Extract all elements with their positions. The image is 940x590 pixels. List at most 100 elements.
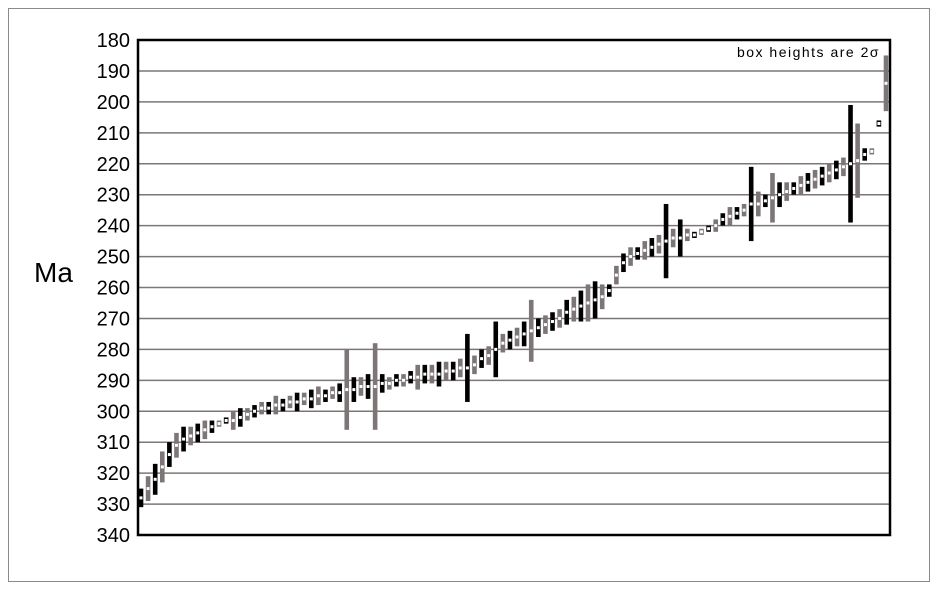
y-tick-label: 280 [97,339,130,361]
age-center-marker [572,307,576,311]
annotation: box heights are 2σ [737,44,880,60]
age-center-marker [338,391,342,395]
age-center-marker [707,227,711,231]
age-center-marker [685,233,689,237]
age-center-marker [288,400,292,404]
age-center-marker [260,406,264,410]
y-tick-label: 340 [97,525,130,547]
y-tick-label: 220 [97,154,130,176]
age-center-marker [302,397,306,401]
age-center-marker [394,378,398,382]
y-tick-label: 260 [97,278,130,300]
age-center-marker [770,196,774,200]
age-center-marker [551,320,555,324]
age-center-marker [196,431,200,435]
age-center-marker [792,187,796,190]
age-center-marker [472,363,476,367]
age-center-marker [607,289,611,293]
age-center-marker [735,211,739,215]
gridlines [138,39,890,536]
age-center-marker [600,295,604,299]
age-center-marker [494,347,498,351]
age-center-marker [309,397,313,401]
chart-border [8,8,930,582]
age-center-marker [785,190,789,194]
age-center-marker [423,372,427,376]
y-tick-label: 200 [97,92,130,114]
age-center-marker [416,375,420,379]
age-center-marker [579,304,583,308]
age-center-marker [153,477,157,481]
y-tick-label: 250 [97,247,130,269]
y-tick-label: 300 [97,401,130,423]
age-center-marker [281,403,285,407]
age-center-marker [458,366,462,370]
age-center-marker [877,122,881,126]
y-tick-label: 320 [97,463,130,485]
age-center-marker [742,208,746,212]
age-center-marker [437,372,441,376]
age-center-marker [621,261,625,265]
age-center-marker [217,422,221,426]
age-center-marker [515,335,519,339]
age-center-marker [643,248,647,252]
age-center-marker [834,168,838,172]
age-center-marker [331,391,335,395]
age-center-marker [522,332,526,336]
y-tick-label: 330 [97,494,130,516]
age-center-marker [480,357,484,361]
y-axis-label: Ma [34,257,73,288]
age-center-marker [508,338,512,342]
age-center-marker [806,180,810,184]
y-tick-label: 180 [97,30,130,52]
age-center-marker [316,394,320,398]
age-center-marker [565,310,569,314]
y-tick-label: 190 [97,61,130,83]
age-center-marker [692,233,696,237]
y-tick-label: 270 [97,308,130,330]
y-tick-label: 230 [97,185,130,207]
age-center-marker [543,323,547,327]
age-center-marker [139,496,143,500]
y-tick-label: 290 [97,370,130,392]
age-center-marker [870,149,874,153]
age-center-marker [267,406,271,410]
age-center-marker [763,199,767,203]
age-center-marker [841,165,845,169]
age-center-marker [167,453,171,457]
age-center-marker [451,369,455,373]
age-center-marker [359,385,363,388]
age-center-marker [323,394,327,398]
age-center-marker [749,202,753,206]
age-center-marker [387,381,391,385]
age-center-marker [402,378,406,382]
age-center-marker [465,366,469,370]
age-center-marker [224,419,228,423]
age-center-marker [629,255,633,259]
age-center-marker [380,381,384,385]
age-center-marker [245,412,249,416]
y-tick-labels: 180 190 200 210 220 230 240 250 260 270 280 290 300 3… [97,30,130,547]
y-tick-label: 210 [97,123,130,145]
age-center-marker [366,385,370,388]
age-center-marker [856,159,860,163]
age-center-marker [295,400,299,404]
age-center-marker [650,245,654,249]
age-center-marker [231,419,235,423]
age-center-marker [373,385,377,388]
age-center-marker [756,202,760,206]
age-center-marker [863,152,867,156]
age-center-marker [146,487,150,491]
age-center-marker [409,375,413,379]
age-center-marker [728,214,732,218]
age-center-marker [849,162,853,166]
age-center-marker [614,273,618,277]
age-center-marker [813,177,817,181]
age-center-marker [593,298,597,302]
age-center-marker [700,230,704,234]
age-center-marker [345,388,349,392]
age-center-marker [274,403,278,407]
age-center-marker [238,415,242,419]
